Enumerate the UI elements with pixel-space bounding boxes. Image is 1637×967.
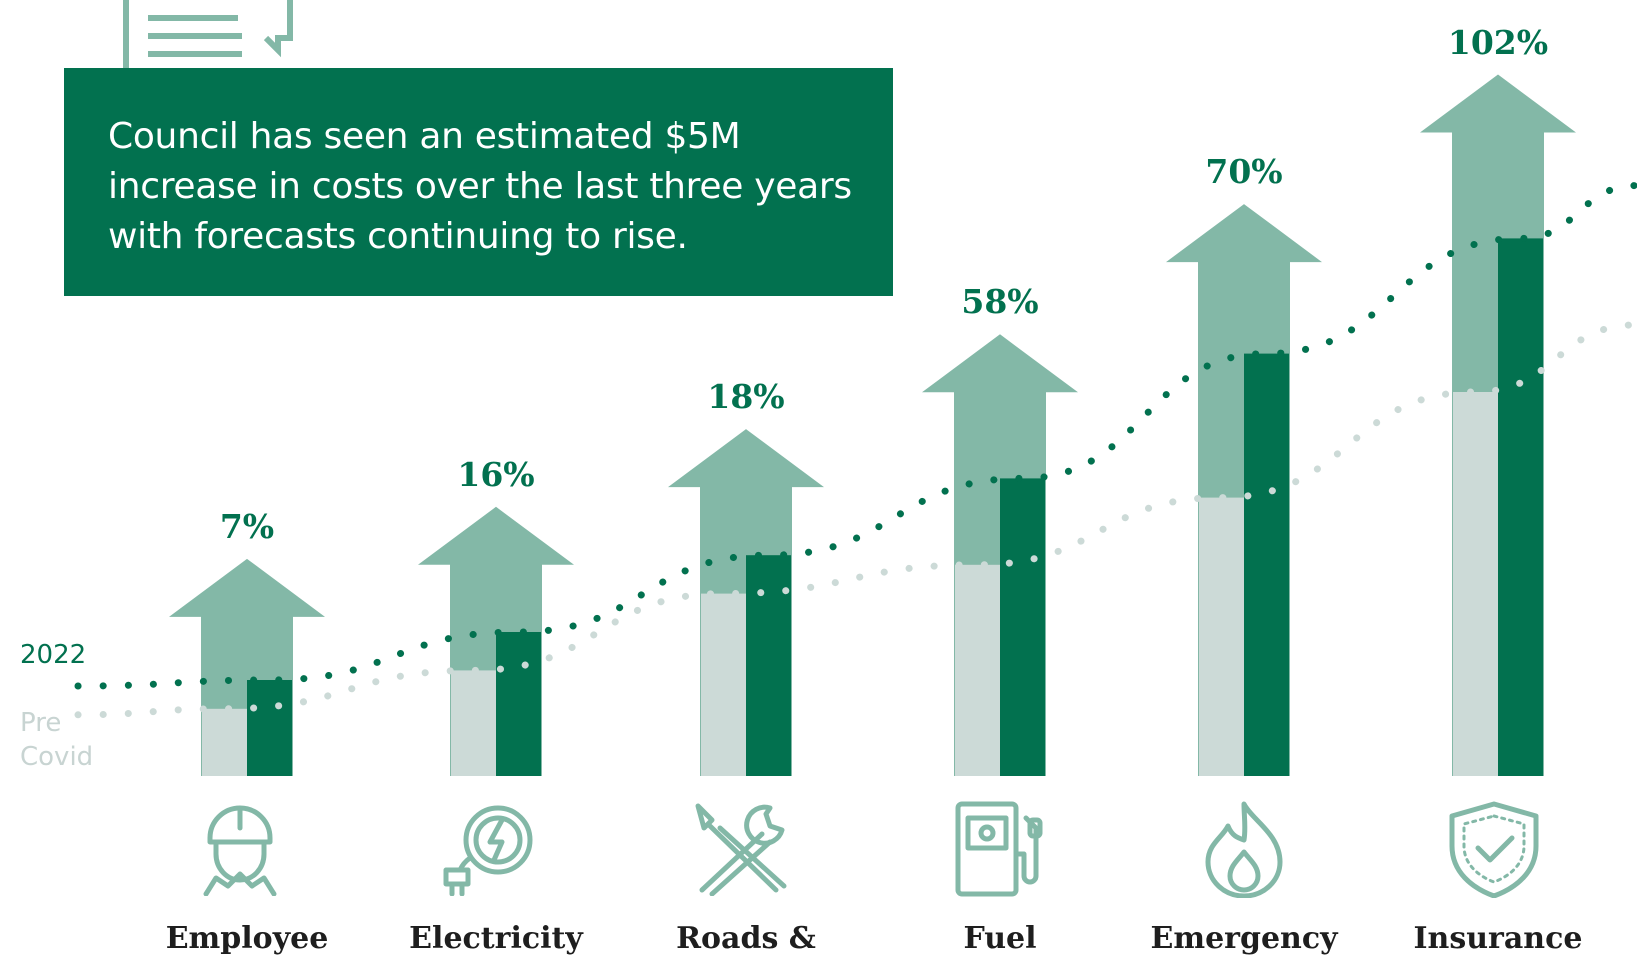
hard-hat-worker-icon [203,805,277,896]
2022-bar-employee [247,680,292,776]
category-label-electricity: Electricity [409,921,583,956]
increase-label-emergency: 70% [1205,152,1283,192]
2022-trend-line [74,182,1637,690]
electric-plug-icon [443,805,533,896]
pre-covid-bar-roads [701,593,746,776]
pre-covid-trend-line [74,321,1637,719]
increase-label-insurance: 102% [1447,22,1549,62]
category-label-roads: Roads & [676,921,816,956]
category-label-insurance: Insurance [1413,921,1583,956]
legend-label-pre: Pre [20,708,62,738]
wrench-screwdriver-icon [695,803,787,896]
pre-covid-bar-fuel [955,564,1000,776]
flame-icon [1205,801,1283,898]
increase-label-electricity: 16% [457,454,535,494]
legend-label-2022: 2022 [20,640,87,670]
2022-bar-fuel [1000,478,1045,776]
pre-covid-bar-employee [202,708,247,776]
shield-check-icon [1449,801,1539,898]
category-label-employee: Employee [165,921,329,956]
pre-covid-bar-insurance [1453,392,1498,776]
increase-label-employee: 7% [219,506,275,546]
2022-bar-electricity [496,632,541,776]
category-label-emergency: Emergency [1150,921,1338,956]
pre-covid-bar-emergency [1199,497,1244,776]
2022-bar-insurance [1498,238,1543,776]
fuel-pump-icon [955,801,1043,897]
callout-box [64,68,893,296]
pre-covid-bar-electricity [451,670,496,776]
category-label-fuel: Fuel [963,921,1037,956]
legend-label-covid: Covid [20,742,94,772]
increase-label-fuel: 58% [961,282,1039,322]
2022-bar-emergency [1244,353,1289,776]
callout-text: Council has seen an estimated $5M increa… [108,116,852,257]
increase-label-roads: 18% [707,377,785,417]
